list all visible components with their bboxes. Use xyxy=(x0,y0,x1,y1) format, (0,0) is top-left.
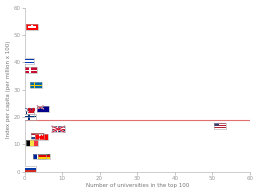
Bar xyxy=(26,24,38,30)
Bar xyxy=(24,114,36,120)
Bar xyxy=(24,170,36,172)
Bar xyxy=(26,140,30,146)
Bar xyxy=(22,108,34,114)
Bar xyxy=(214,124,226,129)
Bar xyxy=(35,134,39,140)
Bar xyxy=(25,70,38,71)
Bar xyxy=(34,82,35,88)
Bar xyxy=(31,25,33,29)
Bar xyxy=(57,126,59,132)
Bar xyxy=(57,126,59,132)
Bar xyxy=(33,153,46,159)
Bar xyxy=(214,126,226,127)
Bar xyxy=(31,137,44,139)
Bar xyxy=(214,124,226,125)
Bar xyxy=(44,134,48,140)
Bar xyxy=(52,129,64,130)
Bar xyxy=(31,135,44,137)
Bar xyxy=(38,156,50,158)
Bar xyxy=(24,114,36,120)
Bar xyxy=(24,108,25,111)
Bar xyxy=(29,68,31,73)
Bar xyxy=(24,166,36,168)
Bar xyxy=(39,106,40,109)
Bar xyxy=(39,134,44,140)
Bar xyxy=(37,106,49,112)
Bar xyxy=(214,124,219,126)
Bar xyxy=(30,140,34,146)
Bar xyxy=(22,59,34,60)
Bar xyxy=(33,153,38,159)
Bar xyxy=(28,26,36,28)
Bar xyxy=(37,106,49,112)
Bar xyxy=(35,134,48,140)
Bar xyxy=(28,114,30,120)
X-axis label: Number of universities in the top 100: Number of universities in the top 100 xyxy=(85,184,189,188)
Bar xyxy=(22,58,34,64)
Bar xyxy=(52,128,64,130)
Bar xyxy=(25,68,38,73)
Bar xyxy=(26,24,38,30)
Bar xyxy=(25,111,28,117)
Bar xyxy=(37,106,43,109)
Bar xyxy=(24,116,36,117)
Bar xyxy=(30,82,42,88)
Bar xyxy=(52,126,64,132)
Bar xyxy=(26,140,38,146)
Bar xyxy=(21,111,34,117)
Bar xyxy=(38,158,50,159)
Bar xyxy=(21,113,34,115)
Bar xyxy=(30,85,42,86)
Bar xyxy=(24,108,25,111)
Bar xyxy=(38,153,50,159)
Bar xyxy=(21,111,34,117)
Bar xyxy=(30,82,42,88)
Bar xyxy=(52,126,64,132)
Bar xyxy=(25,68,38,73)
Bar xyxy=(24,166,36,172)
Bar xyxy=(31,133,44,135)
Bar xyxy=(38,153,42,159)
Bar xyxy=(26,111,27,117)
Bar xyxy=(38,153,50,156)
Bar xyxy=(34,140,38,146)
Bar xyxy=(24,168,36,170)
Y-axis label: Index per capita (per million x 100): Index per capita (per million x 100) xyxy=(5,41,11,138)
Bar xyxy=(31,133,44,139)
Bar xyxy=(22,108,34,114)
Bar xyxy=(22,62,34,63)
Bar xyxy=(42,153,46,159)
Bar xyxy=(39,106,40,109)
Bar xyxy=(22,58,34,64)
Bar xyxy=(214,124,226,129)
